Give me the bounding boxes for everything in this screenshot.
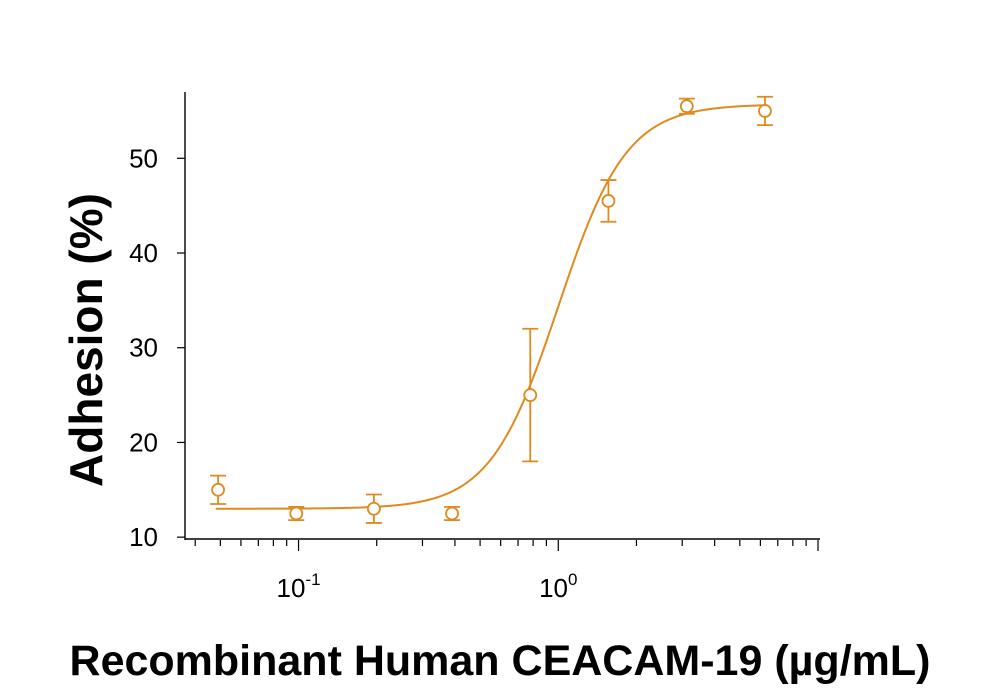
data-point xyxy=(210,474,227,505)
point-marker xyxy=(523,388,538,402)
point-marker xyxy=(758,104,772,118)
fit-curve xyxy=(215,104,768,510)
axes xyxy=(184,92,820,540)
data-point xyxy=(288,505,305,522)
data-point xyxy=(522,327,539,463)
point-marker xyxy=(679,99,694,114)
data-points-layer xyxy=(210,95,773,524)
data-point xyxy=(600,179,617,223)
y-tick-label: 10 xyxy=(129,522,158,552)
x-tick-label: 10-1 xyxy=(277,570,321,603)
data-point xyxy=(444,505,461,522)
point-marker xyxy=(211,482,225,497)
y-axis-title: Adhesion (%) xyxy=(60,193,112,487)
point-marker xyxy=(601,194,616,208)
point-marker xyxy=(366,501,381,516)
fit-curve-layer xyxy=(215,104,768,510)
y-axis-ticks: 10 20 30 40 50 xyxy=(129,143,185,552)
y-tick-label: 50 xyxy=(129,143,158,173)
y-tick-label: 20 xyxy=(129,427,158,457)
y-tick-label: 40 xyxy=(129,238,158,268)
data-point xyxy=(756,95,773,127)
y-tick-label: 30 xyxy=(129,333,158,363)
x-tick-label: 100 xyxy=(539,570,577,603)
data-point xyxy=(365,493,382,524)
point-marker xyxy=(289,506,304,521)
point-marker xyxy=(445,506,459,521)
x-axis-title: Recombinant Human CEACAM-19 (µg/mL) xyxy=(70,637,931,685)
x-axis-ticks: 10-1 100 xyxy=(194,540,819,603)
data-point xyxy=(678,97,695,115)
